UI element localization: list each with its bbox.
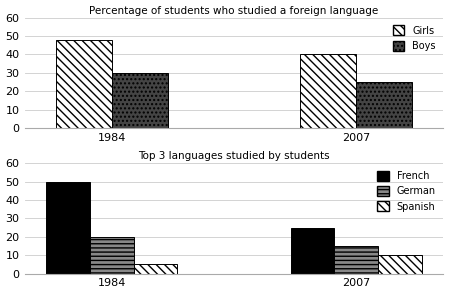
Bar [46,182,90,274]
Bar [378,255,422,274]
Title: Percentage of students who studied a foreign language: Percentage of students who studied a for… [89,6,379,16]
Bar [90,237,134,274]
Bar [335,246,378,274]
Bar [56,40,112,128]
Legend: French, German, Spanish: French, German, Spanish [374,168,439,215]
Bar [356,82,412,128]
Title: Top 3 languages studied by students: Top 3 languages studied by students [138,151,330,161]
Bar [112,73,167,128]
Bar [300,54,356,128]
Bar [134,264,177,274]
Bar [291,228,335,274]
Legend: Girls, Boys: Girls, Boys [390,23,439,54]
